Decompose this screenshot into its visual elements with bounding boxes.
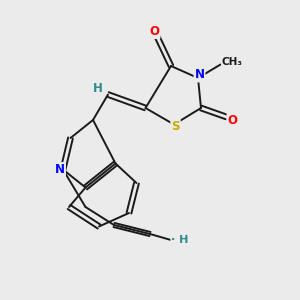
Text: N: N	[55, 163, 65, 176]
Text: H: H	[93, 82, 102, 95]
Text: O: O	[227, 113, 238, 127]
Text: O: O	[149, 25, 160, 38]
Text: S: S	[171, 119, 180, 133]
Text: · H: · H	[171, 235, 189, 245]
Text: CH₃: CH₃	[222, 56, 243, 67]
Text: N: N	[194, 68, 205, 82]
